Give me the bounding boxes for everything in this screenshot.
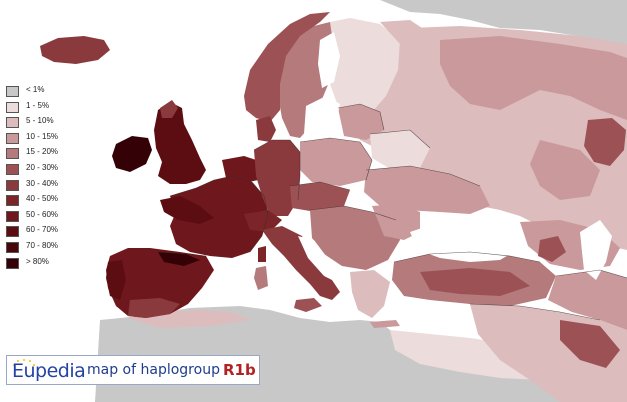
region-switzerland xyxy=(244,210,282,232)
region-greece xyxy=(350,270,390,318)
region-sicily xyxy=(294,298,322,312)
legend-swatch xyxy=(6,226,19,238)
legend-swatch xyxy=(6,163,19,175)
legend-label: 40 - 50% xyxy=(26,194,59,204)
legend-label: 5 - 10% xyxy=(26,116,54,126)
legend-label: 60 - 70% xyxy=(26,225,59,235)
legend-item: 70 - 80% xyxy=(6,240,96,256)
legend-label: 30 - 40% xyxy=(26,178,59,188)
legend-swatch xyxy=(6,148,19,160)
haplogroup-code: R1b xyxy=(223,361,256,379)
region-basque xyxy=(158,252,200,266)
legend-label: 50 - 60% xyxy=(26,209,59,219)
legend-swatch xyxy=(6,257,19,269)
region-norway xyxy=(244,12,330,122)
legend-item: 1 - 5% xyxy=(6,100,96,116)
map-title: map of haplogroup xyxy=(87,362,220,378)
region-finland xyxy=(330,18,400,118)
region-andalusia xyxy=(128,298,180,318)
region-iceland xyxy=(40,36,110,64)
region-crete xyxy=(370,320,400,328)
region-denmark xyxy=(256,116,276,142)
legend-label: 10 - 15% xyxy=(26,131,59,141)
caspian-sea xyxy=(580,220,612,280)
title-box: Eupedia map of haplogroup R1b xyxy=(6,355,260,385)
legend-swatch xyxy=(6,101,19,113)
legend-item: 50 - 60% xyxy=(6,209,96,225)
legend-label: < 1% xyxy=(26,85,45,94)
region-baltics xyxy=(338,104,384,140)
legend-item: 5 - 10% xyxy=(6,115,96,131)
region-romania xyxy=(372,204,420,240)
legend-swatch xyxy=(6,132,19,144)
legend-item: 20 - 30% xyxy=(6,162,96,178)
region-ukraine xyxy=(364,166,490,214)
region-armenia xyxy=(538,236,566,262)
region-brittany xyxy=(160,196,214,224)
region-russia-deep xyxy=(584,118,626,166)
region-germany xyxy=(254,140,300,216)
legend-swatch xyxy=(6,117,19,129)
logo-text: Eupedia xyxy=(12,360,86,382)
legend-swatch xyxy=(6,210,19,222)
region-italy xyxy=(262,226,340,300)
legend-item: 10 - 15% xyxy=(6,131,96,147)
legend-item: 40 - 50% xyxy=(6,193,96,209)
eu-stars-icon xyxy=(13,359,35,366)
region-sardinia xyxy=(254,266,268,290)
borders xyxy=(157,103,627,321)
legend-item: 30 - 40% xyxy=(6,178,96,194)
region-russia-mid xyxy=(440,36,627,120)
region-france xyxy=(170,176,268,258)
adriatic-sea xyxy=(298,236,336,282)
region-libya-egypt xyxy=(390,330,540,380)
region-scotland-light xyxy=(160,100,178,118)
region-poland xyxy=(300,138,372,186)
region-volga xyxy=(530,140,600,200)
region-belarus xyxy=(370,130,430,170)
region-portugal xyxy=(106,260,126,300)
region-iraq-deep xyxy=(560,320,620,368)
region-corsica xyxy=(258,246,266,262)
legend-item: 60 - 70% xyxy=(6,224,96,240)
region-benelux xyxy=(222,156,262,184)
eupedia-logo: Eupedia xyxy=(10,358,86,382)
legend-item: > 80% xyxy=(6,256,96,272)
legend-label: 15 - 20% xyxy=(26,147,59,157)
region-anatolia-core xyxy=(420,268,530,296)
legend-label: 1 - 5% xyxy=(26,100,50,110)
legend-swatch xyxy=(6,241,19,253)
black-sea xyxy=(410,220,520,262)
baltic-sea xyxy=(304,96,340,136)
region-kola xyxy=(380,20,428,46)
legend-swatch xyxy=(6,195,19,207)
legend: < 1% 1 - 5% 5 - 10% 10 - 15% 15 - 20% 20 - 30… xyxy=(6,84,96,271)
region-arctic xyxy=(380,0,627,46)
region-hungary-balkans xyxy=(310,206,400,270)
gulf-of-bothnia xyxy=(318,32,340,88)
region-great-britain xyxy=(154,102,206,184)
region-iran xyxy=(548,270,627,330)
legend-label: 20 - 30% xyxy=(26,162,59,172)
region-ireland xyxy=(112,136,152,172)
legend-swatch xyxy=(6,86,19,97)
legend-item: 15 - 20% xyxy=(6,146,96,162)
legend-label: 70 - 80% xyxy=(26,240,59,250)
legend-label: > 80% xyxy=(26,256,49,266)
legend-swatch xyxy=(6,179,19,191)
legend-item: < 1% xyxy=(6,84,96,100)
region-czech-austria xyxy=(290,182,350,212)
